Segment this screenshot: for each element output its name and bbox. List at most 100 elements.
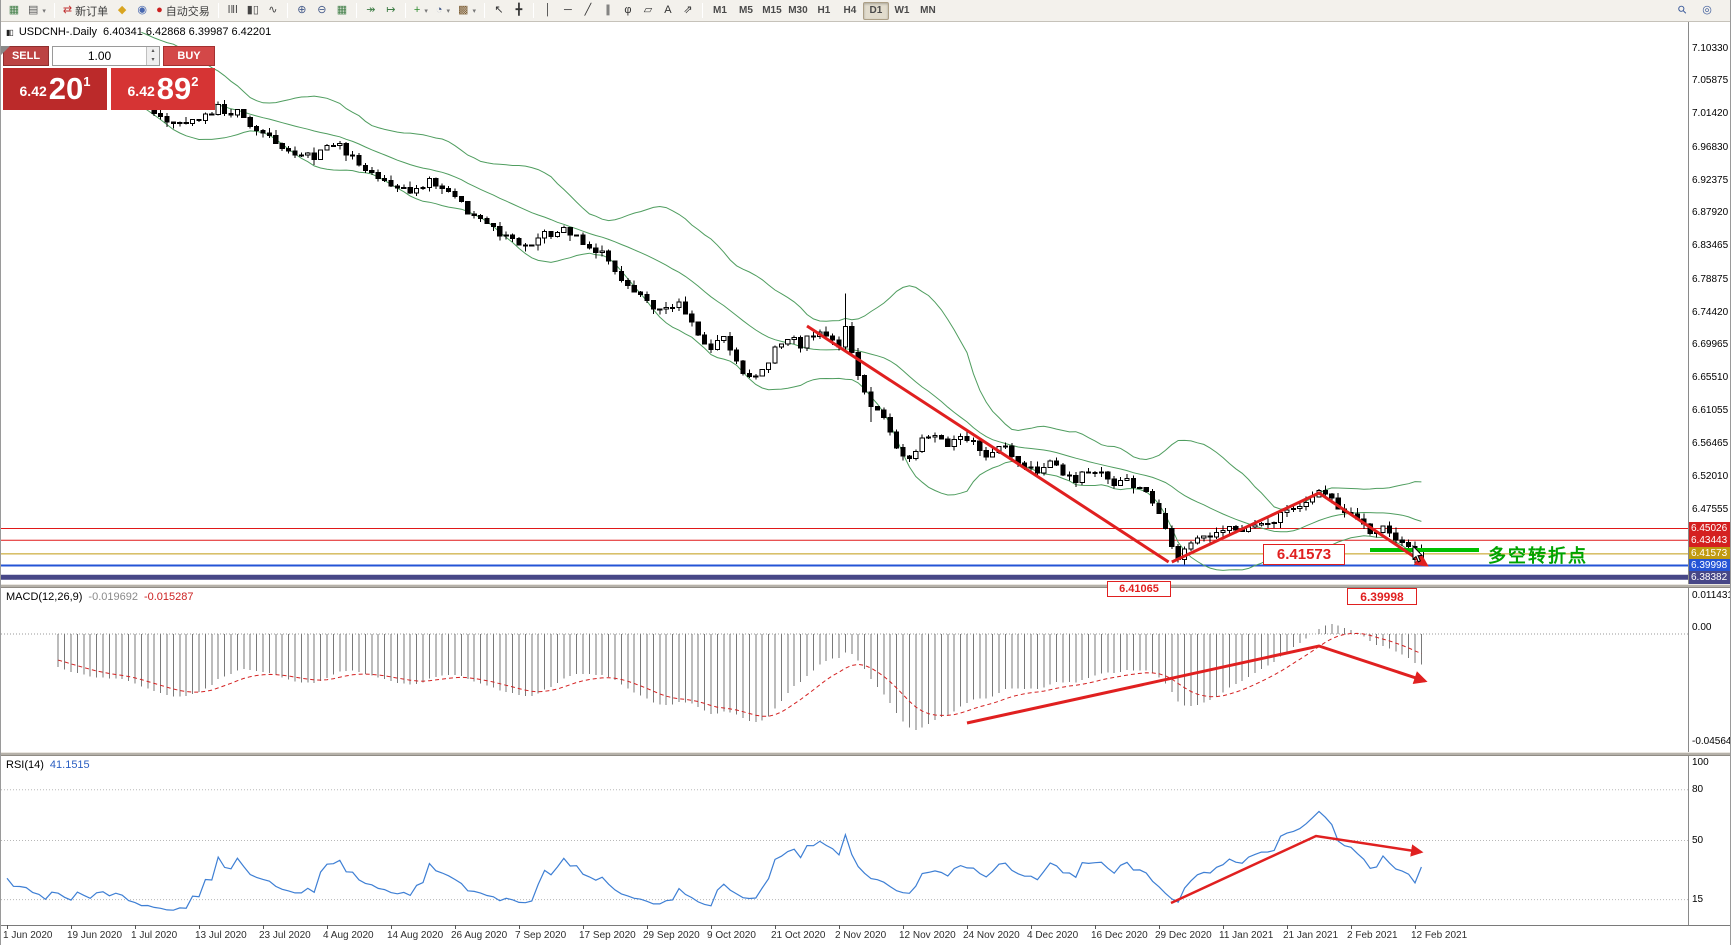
price-annotation-box[interactable]: 6.41065 [1107, 581, 1171, 597]
timeframe-m5-button[interactable]: M5 [739, 5, 753, 16]
price-axis-label: 6.65510 [1692, 372, 1729, 383]
toolbar-chart-candles-button[interactable]: ▮▯ [243, 2, 263, 20]
toolbar-metaeditor-button[interactable]: ◆ [112, 2, 132, 20]
chart-shift-icon: ↦ [386, 4, 396, 16]
toolbar-right-group: ⚲ ◎ [1673, 2, 1727, 20]
toolbar-chart-line-button[interactable]: ∿ [263, 2, 283, 20]
spin-up-icon[interactable]: ▴ [147, 47, 159, 56]
toolbar-separator [701, 3, 703, 18]
profiles-dropdown-icon[interactable]: ▾ [42, 7, 46, 15]
toolbar-periods-button[interactable]: ◔ ▾ [432, 2, 454, 20]
buy-price-display[interactable]: 6.42 89 2 [111, 68, 215, 110]
time-axis-label: 1 Jun 2020 [3, 930, 53, 941]
sell-button[interactable]: SELL [3, 46, 49, 66]
templates-dropdown-icon[interactable]: ▾ [472, 7, 476, 15]
time-axis-label: 1 Jul 2020 [131, 930, 178, 941]
rsi-axis-label: 50 [1692, 835, 1704, 846]
toolbar-channel-button[interactable]: ∥ [598, 2, 618, 20]
timeframe-m30-button[interactable]: M30 [788, 5, 808, 16]
price-annotation-box[interactable]: 6.41573 [1263, 544, 1345, 565]
downtrend-line[interactable] [806, 324, 1170, 564]
time-axis-label: 14 Aug 2020 [387, 930, 444, 941]
time-axis-label: 4 Dec 2020 [1027, 930, 1079, 941]
timeframe-m15-button[interactable]: M15 [762, 5, 782, 16]
price-axis-label: 6.69965 [1692, 339, 1729, 350]
timeframe-h4-button[interactable]: H4 [843, 5, 857, 16]
toolbar-indicators-button[interactable]: + ▾ [410, 2, 432, 20]
buy-button[interactable]: BUY [163, 46, 215, 66]
fibonacci-icon: φ [624, 4, 632, 16]
price-chart[interactable] [1, 22, 1688, 584]
toolbar-shapes-button[interactable]: ▱ [638, 2, 658, 20]
toolbar-trend-line-button[interactable]: ╱ [578, 2, 598, 20]
periods-dropdown-icon[interactable]: ▾ [446, 7, 451, 15]
volume-spinner[interactable]: ▴ ▾ [146, 47, 159, 65]
macd-trend-annotation[interactable] [966, 644, 1428, 725]
indicators-dropdown-icon[interactable]: ▾ [424, 7, 428, 15]
panel-separator[interactable] [1, 584, 1730, 588]
bollinger-middle [141, 68, 1422, 533]
timeframe-mn-button[interactable]: MN [920, 5, 936, 16]
volume-value[interactable]: 1.00 [87, 49, 112, 63]
panel-separator[interactable] [1, 752, 1730, 756]
chart-candles-icon: ▮▯ [246, 4, 259, 16]
toolbar-vertical-line-button[interactable]: │ [538, 2, 558, 20]
toolbar-group: ⊕ ⊖ ▦ [292, 1, 352, 21]
toolbar-search-button[interactable]: ⚲ [1673, 2, 1693, 20]
new-chart-icon: ▦ [8, 4, 20, 16]
toolbar-profiles-button[interactable]: ▤ ▾ [24, 2, 50, 20]
toolbar-chart-bars-button[interactable]: ǀǁǀ [223, 2, 243, 20]
toolbar-new-chart-button[interactable]: ▦ [4, 2, 24, 20]
swing-line[interactable] [1171, 491, 1429, 567]
price-axis-label: 6.52010 [1692, 471, 1729, 482]
rsi-trend-annotation[interactable] [1170, 834, 1424, 905]
timeframe-d1-button[interactable]: D1 [862, 1, 889, 20]
toolbar-zoom-in-button[interactable]: ⊕ [292, 2, 312, 20]
toolbar-separator [355, 3, 357, 18]
timeframe-h1-button[interactable]: H1 [817, 5, 831, 16]
toolbar-info-button[interactable]: ◎ [1697, 2, 1717, 20]
time-axis-tick [1159, 925, 1160, 929]
time-axis-label: 23 Jul 2020 [259, 930, 311, 941]
time-axis-tick [903, 925, 904, 929]
rsi-axis-label: 80 [1692, 784, 1704, 795]
toolbar-alerts-button[interactable]: ◉ [132, 2, 152, 20]
toolbar-zoom-out-button[interactable]: ⊖ [312, 2, 332, 20]
trade-panel-collapse-button[interactable] [1, 46, 10, 55]
toolbar-separator [217, 3, 219, 18]
toolbar-tile-windows-button[interactable]: ▦ [332, 2, 352, 20]
new-order-label: 新订单 [75, 5, 109, 18]
zoom-out-icon: ⊖ [317, 4, 327, 16]
toolbar-auto-scroll-button[interactable]: ↠ [361, 2, 381, 20]
sell-price-display[interactable]: 6.42 20 1 [3, 68, 107, 110]
toolbar-templates-button[interactable]: ▩ ▾ [454, 2, 480, 20]
macd-panel[interactable] [1, 588, 1688, 752]
volume-field[interactable]: 1.00 ▴ ▾ [52, 46, 160, 66]
toolbar-fibonacci-button[interactable]: φ [618, 2, 638, 20]
price-axis-label: 6.56465 [1692, 438, 1729, 449]
toolbar-arrows-tool-button[interactable]: ⇗ [678, 2, 698, 20]
toolbar-separator [286, 3, 288, 18]
toolbar-text-tool-button[interactable]: A [658, 2, 678, 20]
toolbar-crosshair-button[interactable]: ╋ [509, 2, 529, 20]
price-axis-label: 6.78875 [1692, 274, 1729, 285]
alerts-icon: ◉ [137, 4, 147, 16]
rsi-panel[interactable] [1, 756, 1688, 925]
toolbar-separator [404, 3, 406, 18]
turning-point-note[interactable]: 多空转折点 [1488, 546, 1588, 566]
spin-down-icon[interactable]: ▾ [147, 56, 159, 65]
toolbar-group: ⇄ 新订单 ◆ ◉ ● 自动交易 [59, 1, 214, 21]
toolbar-group: │ ─ ╱ ∥ φ ▱ A ⇗ [538, 1, 698, 21]
price-axis-tag: 6.45026 [1689, 522, 1730, 535]
price-annotation-box[interactable]: 6.39998 [1347, 588, 1417, 605]
timeframe-w1-button[interactable]: W1 [894, 5, 910, 16]
toolbar-new-order-button[interactable]: ⇄ 新订单 [59, 2, 112, 20]
toolbar-autotrade-button[interactable]: ● 自动交易 [152, 2, 214, 20]
toolbar-cursor-button[interactable]: ↖ [489, 2, 509, 20]
timeframe-m1-button[interactable]: M1 [713, 5, 727, 16]
toolbar-chart-shift-button[interactable]: ↦ [381, 2, 401, 20]
channel-icon: ∥ [605, 4, 611, 16]
time-axis-tick [199, 925, 200, 929]
toolbar-horizontal-line-button[interactable]: ─ [558, 2, 578, 20]
